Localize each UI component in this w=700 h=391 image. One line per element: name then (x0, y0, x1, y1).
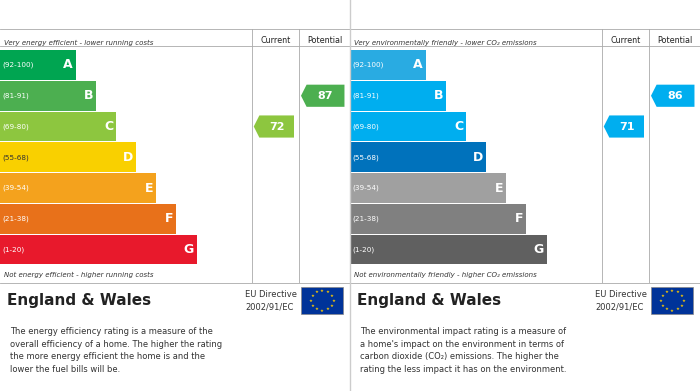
Bar (350, 235, 547, 264)
Text: ★: ★ (326, 290, 330, 294)
Text: ★: ★ (320, 289, 324, 292)
Text: A: A (413, 59, 423, 72)
Text: Potential: Potential (307, 36, 342, 45)
Text: England & Wales: England & Wales (357, 293, 501, 308)
Text: ★: ★ (330, 304, 334, 308)
Text: G: G (183, 243, 194, 256)
Text: ★: ★ (330, 294, 334, 298)
Text: F: F (515, 212, 524, 225)
Text: G: G (533, 243, 544, 256)
Text: (69-80): (69-80) (353, 123, 379, 130)
Text: ★: ★ (660, 294, 664, 298)
Bar (0, 112, 116, 142)
Text: Energy Efficiency Rating: Energy Efficiency Rating (7, 8, 169, 21)
Text: ★: ★ (314, 290, 318, 294)
Text: D: D (473, 151, 483, 164)
Text: ★: ★ (660, 304, 664, 308)
Text: E: E (495, 181, 503, 195)
Bar (651, 287, 693, 314)
Text: Potential: Potential (657, 36, 692, 45)
Text: 71: 71 (619, 122, 634, 131)
Text: ★: ★ (320, 309, 324, 313)
Polygon shape (603, 115, 644, 138)
Text: ★: ★ (676, 307, 680, 311)
Text: (69-80): (69-80) (3, 123, 29, 130)
Text: (81-91): (81-91) (353, 93, 379, 99)
Text: ★: ★ (664, 290, 668, 294)
Text: C: C (454, 120, 463, 133)
Text: EU Directive
2002/91/EC: EU Directive 2002/91/EC (595, 290, 647, 311)
Bar (0, 235, 197, 264)
Text: Environmental Impact (CO₂) Rating: Environmental Impact (CO₂) Rating (357, 8, 589, 21)
Bar (0, 142, 136, 172)
Bar (0, 173, 156, 203)
Text: ★: ★ (659, 299, 663, 303)
Text: Not energy efficient - higher running costs: Not energy efficient - higher running co… (4, 271, 153, 278)
Bar (350, 204, 526, 234)
Text: ★: ★ (331, 299, 335, 303)
Bar (350, 173, 506, 203)
Text: (55-68): (55-68) (3, 154, 29, 161)
Text: ★: ★ (310, 294, 314, 298)
Text: (81-91): (81-91) (3, 93, 29, 99)
Bar (350, 50, 426, 80)
Bar (350, 81, 446, 111)
Text: A: A (63, 59, 73, 72)
Text: ★: ★ (670, 309, 674, 313)
Text: (92-100): (92-100) (353, 62, 384, 68)
Text: ★: ★ (680, 294, 684, 298)
Text: D: D (123, 151, 133, 164)
Text: (55-68): (55-68) (353, 154, 379, 161)
Polygon shape (253, 115, 294, 138)
Text: 87: 87 (318, 91, 333, 101)
Text: 86: 86 (668, 91, 683, 101)
Bar (0, 50, 76, 80)
Text: Current: Current (260, 36, 290, 45)
Text: EU Directive
2002/91/EC: EU Directive 2002/91/EC (245, 290, 297, 311)
Text: ★: ★ (310, 304, 314, 308)
Text: (92-100): (92-100) (3, 62, 34, 68)
Text: ★: ★ (326, 307, 330, 311)
Text: (1-20): (1-20) (353, 246, 375, 253)
Text: (39-54): (39-54) (3, 185, 29, 191)
Text: Not environmentally friendly - higher CO₂ emissions: Not environmentally friendly - higher CO… (354, 271, 536, 278)
Bar (350, 112, 466, 142)
Text: ★: ★ (680, 304, 684, 308)
Text: (21-38): (21-38) (3, 215, 29, 222)
Bar (350, 142, 486, 172)
Polygon shape (651, 85, 694, 107)
Text: (39-54): (39-54) (353, 185, 379, 191)
Text: The energy efficiency rating is a measure of the
overall efficiency of a home. T: The energy efficiency rating is a measur… (10, 327, 223, 374)
Bar (0, 81, 96, 111)
Text: England & Wales: England & Wales (7, 293, 151, 308)
Text: (21-38): (21-38) (353, 215, 379, 222)
Bar (301, 287, 343, 314)
Text: ★: ★ (670, 289, 674, 292)
Text: Very environmentally friendly - lower CO₂ emissions: Very environmentally friendly - lower CO… (354, 39, 536, 46)
Bar (0, 204, 176, 234)
Text: E: E (145, 181, 153, 195)
Text: ★: ★ (664, 307, 668, 311)
Text: ★: ★ (309, 299, 313, 303)
Text: Very energy efficient - lower running costs: Very energy efficient - lower running co… (4, 39, 153, 46)
Text: C: C (104, 120, 113, 133)
Text: ★: ★ (681, 299, 685, 303)
Text: The environmental impact rating is a measure of
a home's impact on the environme: The environmental impact rating is a mea… (360, 327, 567, 374)
Text: 72: 72 (269, 122, 284, 131)
Text: ★: ★ (314, 307, 318, 311)
Text: (1-20): (1-20) (3, 246, 25, 253)
Text: B: B (83, 89, 93, 102)
Polygon shape (301, 85, 344, 107)
Text: F: F (165, 212, 174, 225)
Text: ★: ★ (676, 290, 680, 294)
Text: B: B (433, 89, 443, 102)
Text: Current: Current (610, 36, 640, 45)
